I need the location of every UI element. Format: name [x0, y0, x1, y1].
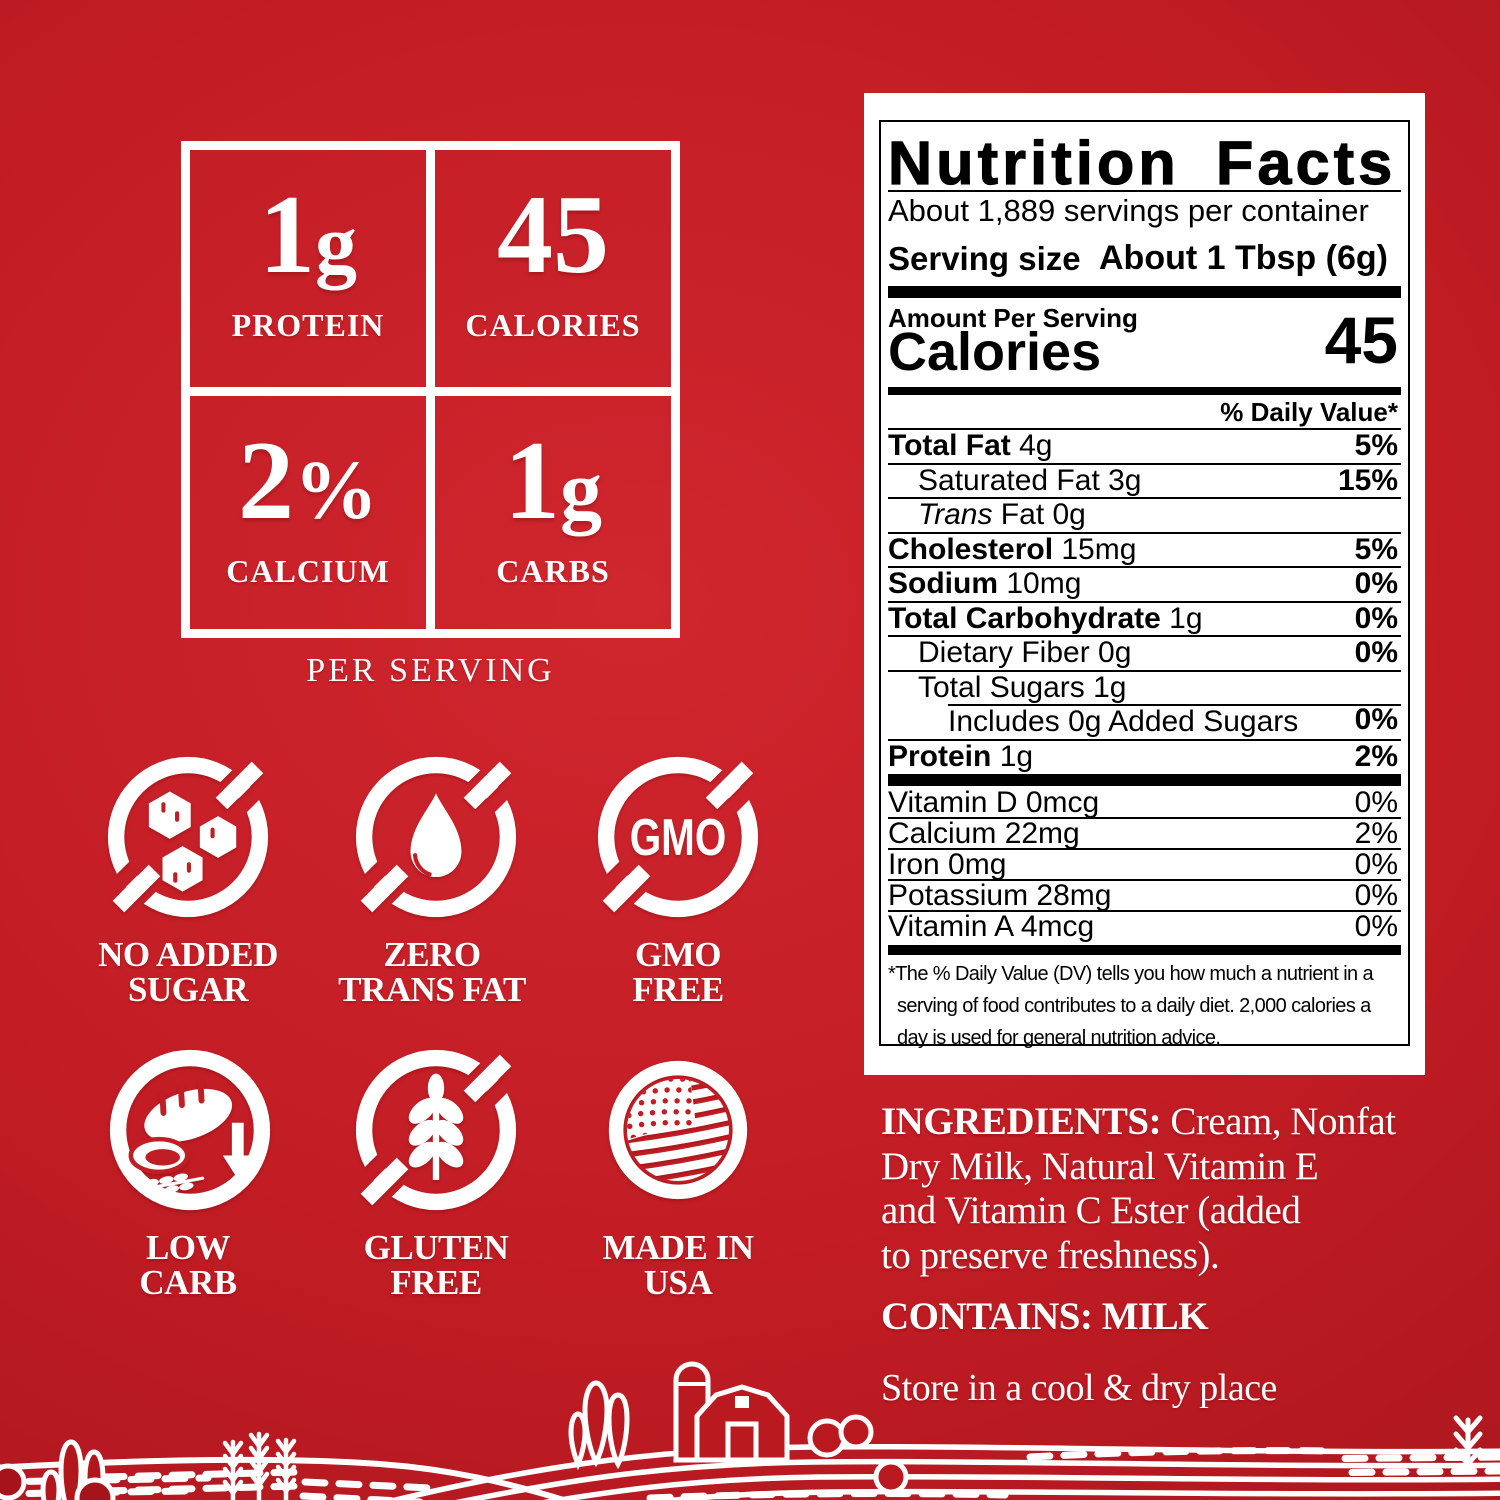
svg-text:GMO: GMO: [630, 808, 727, 866]
